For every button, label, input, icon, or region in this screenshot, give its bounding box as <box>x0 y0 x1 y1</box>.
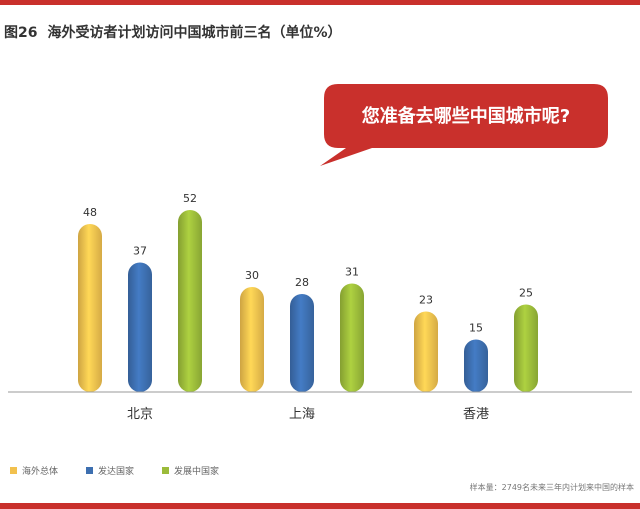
bar-overall-3 <box>414 311 438 392</box>
legend-label-overall: 海外总体 <box>22 467 59 477</box>
speech-bubble-text: 您准备去哪些中国城市呢? <box>362 105 570 127</box>
speech-bubble: 您准备去哪些中国城市呢? <box>320 84 608 166</box>
legend-item-developed: 发达国家 <box>86 464 134 477</box>
bottom-rule <box>0 503 640 509</box>
data-label-overall-2: 30 <box>245 269 259 282</box>
bar-developed-3 <box>464 339 488 392</box>
bar-developed-1 <box>128 262 152 392</box>
legend-label-developing: 发展中国家 <box>174 467 220 477</box>
data-label-developed-2: 28 <box>295 276 309 289</box>
data-label-developing-2: 31 <box>345 266 359 279</box>
category-label-1: 北京 <box>127 407 153 422</box>
legend-swatch-developing <box>162 467 170 474</box>
data-label-developing-3: 25 <box>519 287 533 300</box>
bar-overall-1 <box>78 224 102 392</box>
data-label-developing-1: 52 <box>183 192 197 205</box>
data-label-overall-1: 48 <box>83 206 97 219</box>
speech-bubble-shape <box>320 84 608 166</box>
chart-title: 图26 海外受访者计划访问中国城市前三名（单位%） <box>4 22 342 42</box>
legend-swatch-overall <box>10 467 17 474</box>
bar-developing-1 <box>178 210 202 392</box>
bar-developing-3 <box>514 304 538 392</box>
bar-developing-2 <box>340 283 364 392</box>
sample-size-note: 样本量：2749名未来三年内计划来中国的样本 <box>469 483 634 492</box>
legend-swatch-developed <box>86 467 94 474</box>
category-label-2: 上海 <box>289 407 315 422</box>
legend-label-developed: 发达国家 <box>98 467 135 477</box>
legend: 海外总体 发达国家 发展中国家 <box>10 464 219 477</box>
bar-overall-2 <box>240 287 264 392</box>
data-label-developed-1: 37 <box>133 245 147 258</box>
data-label-developed-3: 15 <box>469 322 483 335</box>
legend-item-overall: 海外总体 <box>10 464 58 477</box>
category-label-3: 香港 <box>463 407 489 422</box>
figure-number: 图26 <box>4 25 38 41</box>
data-label-overall-3: 23 <box>419 294 433 307</box>
bar-developed-2 <box>290 294 314 392</box>
legend-item-developing: 发展中国家 <box>162 464 219 477</box>
title-text: 海外受访者计划访问中国城市前三名（单位%） <box>47 25 342 41</box>
top-rule <box>0 0 640 5</box>
